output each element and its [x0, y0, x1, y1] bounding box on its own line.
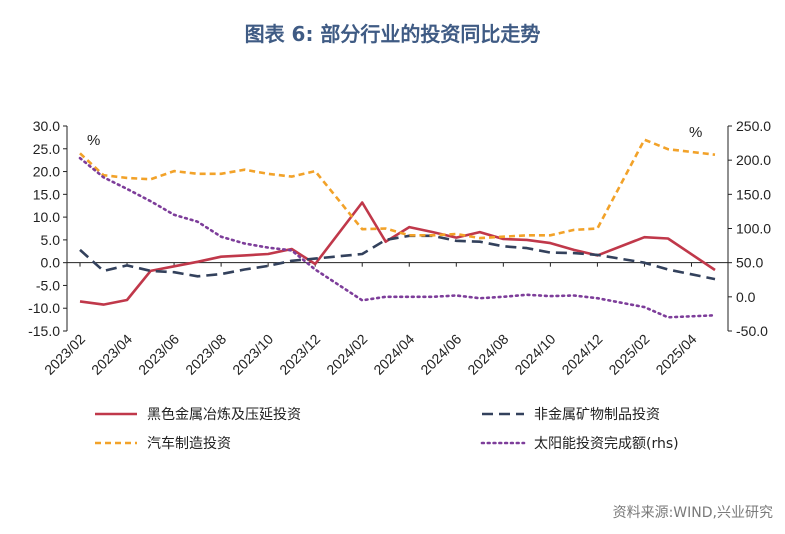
left-axis-unit: %	[87, 132, 100, 149]
legend-label-3: 太阳能投资完成额(rhs)	[534, 436, 679, 452]
x-tick-label: 2024/12	[558, 331, 605, 378]
x-tick-label: 2024/10	[511, 331, 558, 378]
x-axis-ticks: 2023/02 2023/04 2023/06 2023/08 2023/10 2023/…	[41, 262, 700, 378]
legend-label-1: 非金属矿物制品投资	[534, 407, 660, 423]
series-line-1	[79, 234, 716, 281]
right-tick-label: 250.0	[736, 118, 771, 134]
x-tick-label: 2023/12	[276, 331, 323, 378]
x-tick-label: 2023/04	[88, 331, 135, 378]
x-tick-label: 2024/08	[464, 331, 511, 378]
left-tick-label: 30.0	[33, 118, 60, 134]
left-tick-label: 0.0	[41, 255, 61, 271]
left-tick-label: 5.0	[41, 232, 61, 248]
x-tick-label: 2025/02	[605, 331, 652, 378]
right-tick-label: 50.0	[736, 255, 763, 271]
source-note: 资料来源:WIND,兴业研究	[612, 505, 773, 521]
series-line-2	[79, 138, 716, 240]
x-tick-label: 2025/04	[653, 331, 700, 378]
legend-label-2: 汽车制造投资	[147, 435, 231, 452]
series-line-3	[78, 156, 717, 319]
x-tick-label: 2024/02	[323, 331, 370, 378]
x-tick-label: 2023/08	[182, 331, 229, 378]
axes	[66, 126, 729, 331]
left-tick-label: -15.0	[28, 323, 60, 339]
x-tick-label: 2023/06	[135, 331, 182, 378]
x-tick-label: 2024/06	[417, 331, 464, 378]
right-tick-label: 200.0	[736, 152, 771, 168]
right-tick-label: 150.0	[736, 186, 771, 202]
x-tick-label: 2024/04	[370, 331, 417, 378]
right-tick-label: 100.0	[736, 221, 771, 237]
right-tick-label: -50.0	[736, 323, 768, 339]
series-lines	[78, 138, 717, 319]
right-tick-label: 0.0	[736, 289, 756, 305]
x-tick-label: 2023/10	[229, 331, 276, 378]
right-axis-unit: %	[689, 124, 702, 141]
series-line-0	[79, 201, 716, 306]
left-axis-ticks: 30.0 25.0 20.0 15.0 10.0 5.0 0.0 -5.0 -10.0 -15.0	[28, 118, 67, 339]
left-tick-label: 15.0	[33, 186, 60, 202]
chart-title: 图表 6: 部分行业的投资同比走势	[244, 22, 541, 46]
left-tick-label: -10.0	[28, 300, 60, 316]
legend-label-0: 黑色金属冶炼及压延投资	[147, 406, 301, 423]
right-axis-ticks: 250.0 200.0 150.0 100.0 50.0 0.0 -50.0	[728, 118, 771, 339]
left-tick-label: 20.0	[33, 164, 60, 180]
left-tick-label: 25.0	[33, 141, 60, 157]
left-tick-label: 10.0	[33, 209, 60, 225]
left-tick-label: -5.0	[36, 277, 60, 293]
